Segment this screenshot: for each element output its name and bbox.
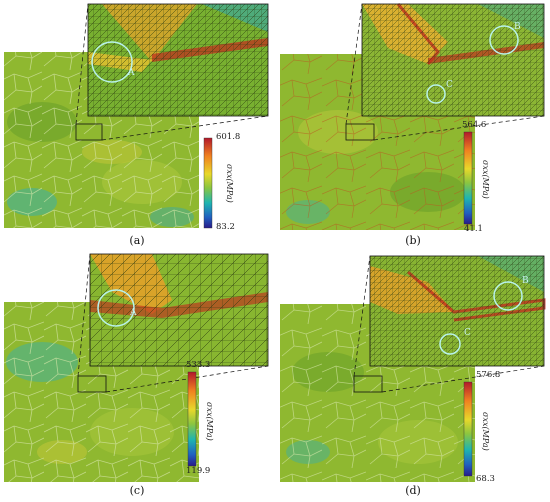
colorbar-title: σxx(MPa) (481, 160, 490, 199)
colorbar-max-label: 564.6 (462, 120, 487, 130)
colorbar-max-label: 576.8 (476, 370, 501, 380)
marker-circle-a (97, 289, 135, 327)
colorbar-min-label: 41.1 (464, 224, 483, 234)
marker-label-b: B (522, 276, 529, 286)
colorbar-title: σxx(MPa) (481, 412, 490, 451)
marker-circle-c (439, 333, 461, 355)
colorbar (463, 131, 473, 225)
zoom-region-box (353, 375, 383, 393)
stress-field-figure-b (280, 3, 545, 230)
panel-a: A 601.8 83.2 σxx(MPa) (a) (2, 2, 272, 250)
marker-circle-b (489, 25, 519, 55)
panel-b: B C 564.6 41.1 σxx(MPa) (b) (278, 2, 548, 250)
marker-label-a: A (130, 308, 137, 318)
zoom-region-box (75, 123, 103, 141)
marker-circle-b (493, 281, 523, 311)
colorbar-title: σxx(MPa) (225, 164, 234, 203)
zoom-region-box (77, 375, 107, 393)
colorbar-min-label: 83.2 (216, 222, 235, 232)
colorbar-min-label: 68.3 (476, 474, 495, 484)
colorbar-max-label: 533.3 (186, 360, 211, 370)
colorbar (187, 371, 197, 467)
marker-circle-a (91, 41, 133, 83)
stress-field-figure-d (280, 255, 546, 482)
stress-field-figure-c (4, 253, 269, 482)
panel-d: B C 576.8 68.3 σxx(MPa) (d) (278, 252, 548, 500)
stress-field-figure-a (4, 3, 269, 229)
marker-label-c: C (446, 80, 453, 90)
panel-caption: (b) (405, 234, 421, 247)
colorbar-min-label: 119.9 (186, 466, 211, 476)
zoom-region-box (345, 123, 375, 141)
panel-caption: (c) (129, 484, 145, 497)
colorbar-max-label: 601.8 (216, 132, 241, 142)
colorbar (463, 381, 473, 477)
marker-label-a: A (128, 68, 135, 78)
colorbar-title: σxx(MPa) (205, 402, 214, 441)
marker-circle-c (426, 84, 446, 104)
marker-label-b: B (514, 22, 521, 32)
panel-caption: (d) (405, 484, 421, 497)
colorbar (203, 137, 213, 229)
panel-c: A 533.3 119.9 σxx(MPa) (c) (2, 252, 272, 500)
marker-label-c: C (464, 328, 471, 338)
panel-caption: (a) (129, 234, 145, 247)
